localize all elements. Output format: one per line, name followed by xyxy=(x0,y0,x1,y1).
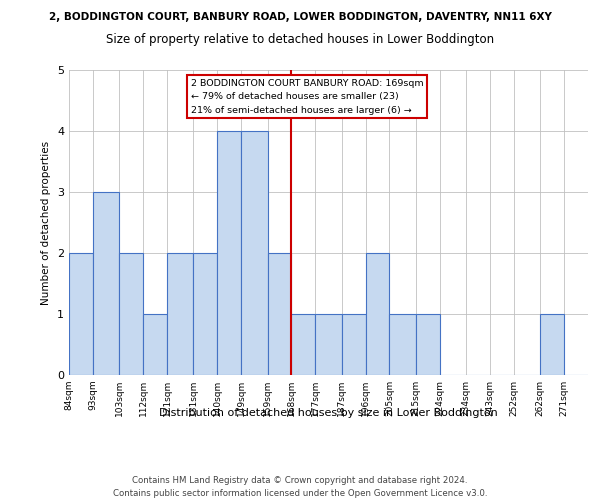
Text: 2 BODDINGTON COURT BANBURY ROAD: 169sqm
← 79% of detached houses are smaller (23: 2 BODDINGTON COURT BANBURY ROAD: 169sqm … xyxy=(191,79,424,114)
Bar xyxy=(167,253,193,375)
Text: 2, BODDINGTON COURT, BANBURY ROAD, LOWER BODDINGTON, DAVENTRY, NN11 6XY: 2, BODDINGTON COURT, BANBURY ROAD, LOWER… xyxy=(49,12,551,22)
Bar xyxy=(342,314,365,375)
Bar xyxy=(69,253,93,375)
Bar xyxy=(93,192,119,375)
Bar xyxy=(416,314,440,375)
Y-axis label: Number of detached properties: Number of detached properties xyxy=(41,140,52,304)
Bar xyxy=(217,131,241,375)
Text: Size of property relative to detached houses in Lower Boddington: Size of property relative to detached ho… xyxy=(106,32,494,46)
Bar xyxy=(143,314,167,375)
Bar xyxy=(193,253,217,375)
Text: Contains HM Land Registry data © Crown copyright and database right 2024.
Contai: Contains HM Land Registry data © Crown c… xyxy=(113,476,487,498)
Bar xyxy=(268,253,292,375)
Text: Distribution of detached houses by size in Lower Boddington: Distribution of detached houses by size … xyxy=(160,408,498,418)
Bar xyxy=(241,131,268,375)
Bar xyxy=(541,314,564,375)
Bar xyxy=(292,314,315,375)
Bar xyxy=(389,314,416,375)
Bar xyxy=(365,253,389,375)
Bar xyxy=(315,314,342,375)
Bar xyxy=(119,253,143,375)
